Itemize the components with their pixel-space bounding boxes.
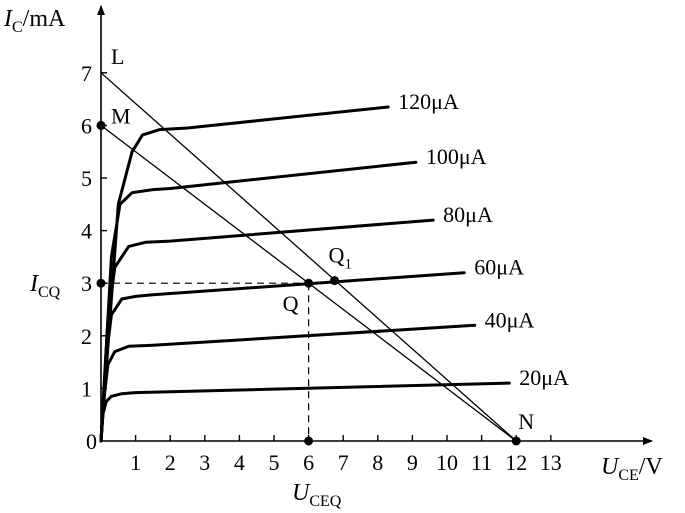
label-I-CQ-sub: CQ: [38, 284, 61, 301]
point-Q1: [330, 276, 340, 286]
guide-group: [101, 282, 310, 441]
y-axis-label-main: I: [3, 6, 13, 32]
x-tick-label: 8: [372, 450, 383, 475]
x-tick-label: 2: [165, 450, 176, 475]
point-I-CQ: [96, 278, 106, 288]
curve-label: 40μA: [485, 307, 535, 332]
curve-group: 20μA 40μA 60μA 80μA 100μA 120μA: [99, 89, 569, 443]
y-tick-label: 7: [81, 61, 92, 86]
curve-100μA: [99, 160, 418, 443]
y-tick-label: 6: [81, 113, 92, 138]
x-tick-label: 12: [505, 450, 527, 475]
point-label-M: M: [111, 103, 131, 128]
point-M: [96, 120, 106, 130]
x-tick-label: 9: [407, 450, 418, 475]
label-L: L: [111, 44, 124, 69]
label-U-CEQ-sub: CEQ: [309, 493, 341, 510]
y-tick-label: 2: [81, 324, 92, 349]
x-axis-label-unit: /V: [639, 454, 664, 480]
point-N: [511, 436, 521, 446]
curve-label: 100μA: [426, 144, 487, 169]
origin-label: 0: [86, 429, 97, 454]
x-tick-label: 7: [338, 450, 349, 475]
x-axis-label-sub: CE: [618, 467, 638, 484]
x-tick-label: 10: [436, 450, 458, 475]
x-tick-label: 1: [130, 450, 141, 475]
y-axis-label-unit: /mA: [23, 6, 66, 32]
load-line-1: [100, 72, 517, 442]
point-label-Q1: Q1: [329, 243, 352, 273]
y-tick-label: 1: [81, 376, 92, 401]
x-tick-label: 13: [540, 450, 562, 475]
point-U-CEQ: [304, 436, 314, 446]
curve-label: 120μA: [398, 89, 459, 114]
curve-label: 20μA: [519, 365, 569, 390]
y-tick-label: 3: [81, 271, 92, 296]
point-label-Q: Q: [283, 291, 299, 316]
point-group: M Q Q1 N: [96, 103, 534, 446]
x-axis-label-main: U: [601, 454, 620, 480]
x-tick-label: 6: [303, 450, 314, 475]
curve-label: 60μA: [474, 255, 524, 280]
label-I-CQ: ICQ: [29, 271, 61, 301]
point-label-N: N: [518, 409, 534, 434]
label-U-CEQ: UCEQ: [292, 480, 342, 510]
point-Q: [304, 278, 314, 288]
label-I-CQ-main: I: [29, 271, 39, 297]
curve-40μA: [99, 323, 477, 443]
label-U-CEQ-main: U: [292, 480, 311, 506]
curve-label: 80μA: [443, 202, 493, 227]
y-axis-label: IC/mA: [3, 6, 66, 36]
y-tick-label: 5: [81, 166, 92, 191]
x-axis-label: UCE/V: [601, 454, 663, 484]
y-tick-label: 4: [81, 219, 92, 244]
x-tick-label: 3: [199, 450, 210, 475]
x-tick-label: 5: [269, 450, 280, 475]
curve-20μA: [99, 381, 511, 443]
curve-120μA: [99, 105, 390, 443]
x-tick-label: 11: [471, 450, 492, 475]
x-tick-label: 4: [234, 450, 245, 475]
y-axis-label-sub: C: [12, 19, 23, 36]
